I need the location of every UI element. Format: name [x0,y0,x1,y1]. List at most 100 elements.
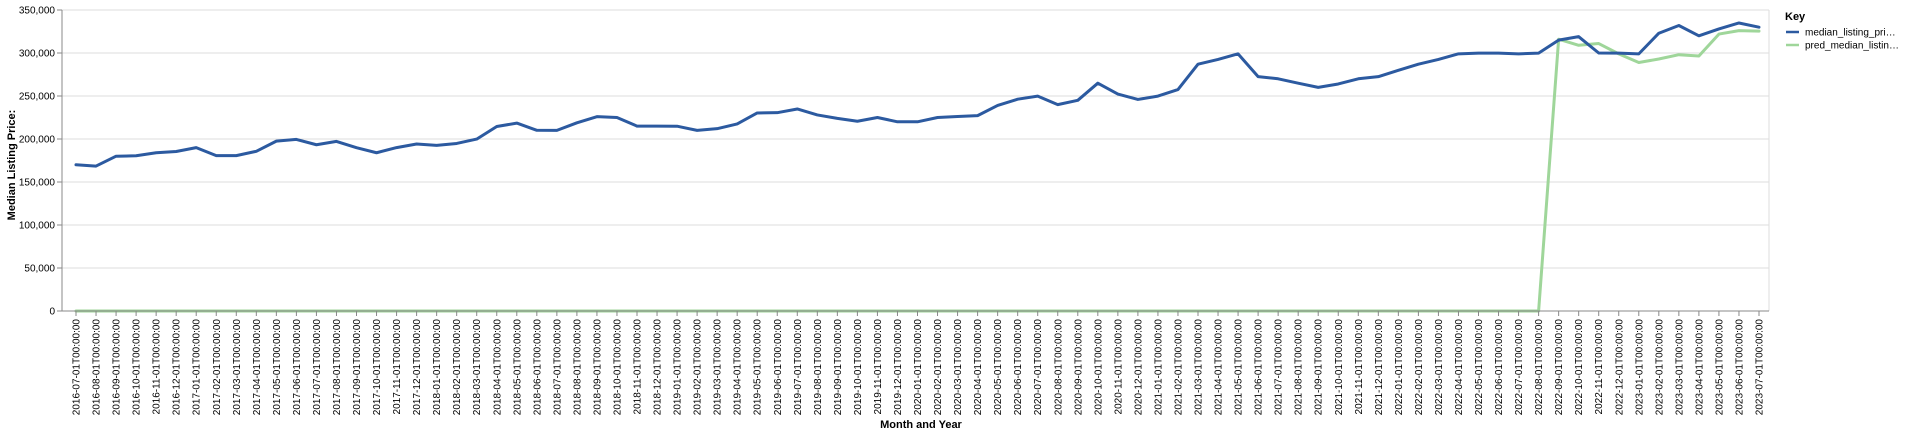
x-tick-label: 2017-11-01T00:00:00 [392,319,403,415]
y-tick-label: 150,000 [19,178,56,189]
y-axis-title: Median Listing Price: [6,110,18,221]
x-tick-label: 2023-01-01T00:00:00 [1634,319,1645,416]
x-tick-label: 2016-10-01T00:00:00 [132,319,143,416]
x-tick-label: 2018-03-01T00:00:00 [472,319,483,416]
x-tick-label: 2022-12-01T00:00:00 [1614,319,1625,416]
x-tick-label: 2022-01-01T00:00:00 [1394,319,1405,416]
x-tick-label: 2022-10-01T00:00:00 [1574,319,1585,416]
x-tick-label: 2020-11-01T00:00:00 [1113,319,1124,415]
x-tick-label: 2020-10-01T00:00:00 [1093,319,1104,416]
x-tick-label: 2021-05-01T00:00:00 [1234,319,1245,416]
x-tick-label: 2020-08-01T00:00:00 [1053,319,1064,416]
x-tick-label: 2016-08-01T00:00:00 [92,319,103,416]
x-tick-label: 2021-09-01T00:00:00 [1314,319,1325,416]
x-tick-label: 2018-11-01T00:00:00 [633,319,644,415]
x-tick-label: 2019-10-01T00:00:00 [853,319,864,416]
x-tick-label: 2023-02-01T00:00:00 [1654,319,1665,416]
x-tick-label: 2020-05-01T00:00:00 [993,319,1004,416]
series-line-pred-median-listing-price [74,29,1761,313]
x-tick-label: 2022-06-01T00:00:00 [1494,319,1505,416]
series-line-median-listing-price [74,21,1761,168]
x-tick-label: 2017-08-01T00:00:00 [332,319,343,416]
x-tick-label: 2017-02-01T00:00:00 [212,319,223,416]
y-tick-label: 100,000 [19,221,56,232]
x-tick-label: 2017-06-01T00:00:00 [292,319,303,416]
x-tick-label: 2018-07-01T00:00:00 [552,319,563,416]
x-tick-label: 2018-05-01T00:00:00 [512,319,523,416]
gridlines [62,9,1770,312]
x-tick-label: 2021-07-01T00:00:00 [1274,319,1285,416]
x-tick-label: 2019-12-01T00:00:00 [893,319,904,416]
x-tick-label: 2020-03-01T00:00:00 [953,319,964,416]
x-tick-label: 2019-03-01T00:00:00 [713,319,724,416]
x-tick-label: 2016-12-01T00:00:00 [172,319,183,416]
x-tick-label: 2019-01-01T00:00:00 [673,319,684,416]
x-tick-label: 2019-06-01T00:00:00 [773,319,784,416]
legend-label: median_listing_pri… [1805,28,1896,39]
x-tick-label: 2022-02-01T00:00:00 [1414,319,1425,416]
x-tick-label: 2021-01-01T00:00:00 [1153,319,1164,416]
y-tick-label: 350,000 [19,6,56,17]
x-tick-label: 2020-09-01T00:00:00 [1073,319,1084,416]
legend-label: pred_median_listin… [1805,41,1899,52]
x-tick-label: 2016-07-01T00:00:00 [72,319,83,416]
x-tick-label: 2018-04-01T00:00:00 [492,319,503,416]
x-tick-label: 2019-05-01T00:00:00 [753,319,764,416]
y-tick-label: 50,000 [24,264,55,275]
x-tick-label: 2023-04-01T00:00:00 [1694,319,1705,416]
x-tick-label: 2016-11-01T00:00:00 [152,319,163,415]
x-tick-label: 2018-01-01T00:00:00 [432,319,443,416]
legend: Key median_listing_pri… pred_median_listi… [1785,11,1899,52]
x-tick-label: 2022-03-01T00:00:00 [1434,319,1445,416]
legend-title: Key [1785,11,1806,23]
x-tick-label: 2022-09-01T00:00:00 [1554,319,1565,416]
x-tick-label: 2019-07-01T00:00:00 [793,319,804,416]
x-tick-label: 2022-04-01T00:00:00 [1454,319,1465,416]
x-tick-label: 2022-07-01T00:00:00 [1514,319,1525,416]
x-tick-label: 2017-01-01T00:00:00 [192,319,203,416]
x-tick-label: 2019-08-01T00:00:00 [813,319,824,416]
x-tick-label: 2020-01-01T00:00:00 [913,319,924,416]
x-tick-label: 2017-07-01T00:00:00 [312,319,323,416]
x-tick-label: 2022-11-01T00:00:00 [1594,319,1605,415]
x-tick-label: 2021-06-01T00:00:00 [1254,319,1265,416]
x-tick-label: 2019-11-01T00:00:00 [873,319,884,415]
x-tick-label: 2017-10-01T00:00:00 [372,319,383,416]
x-tick-label: 2018-08-01T00:00:00 [572,319,583,416]
x-tick-label: 2023-07-01T00:00:00 [1755,319,1766,416]
x-tick-label: 2022-08-01T00:00:00 [1534,319,1545,416]
x-tick-label: 2020-06-01T00:00:00 [1013,319,1024,416]
x-tick-label: 2018-02-01T00:00:00 [452,319,463,416]
x-tick-label: 2018-12-01T00:00:00 [653,319,664,416]
x-tick-label: 2020-07-01T00:00:00 [1033,319,1044,416]
x-tick-label: 2022-05-01T00:00:00 [1474,319,1485,416]
x-tick-label: 2017-03-01T00:00:00 [232,319,243,416]
legend-items: median_listing_pri… pred_median_listin… [1786,28,1899,52]
x-tick-label: 2020-12-01T00:00:00 [1133,319,1144,416]
x-tick-label: 2023-06-01T00:00:00 [1734,319,1745,416]
x-tick-label: 2023-03-01T00:00:00 [1674,319,1685,416]
x-tick-label: 2021-10-01T00:00:00 [1334,319,1345,416]
x-tick-label: 2020-02-01T00:00:00 [933,319,944,416]
x-tick-label: 2021-12-01T00:00:00 [1374,319,1385,416]
y-tick-label: 200,000 [19,135,56,146]
y-tick-label: 250,000 [19,92,56,103]
x-tick-label: 2021-11-01T00:00:00 [1354,319,1365,415]
x-tick-label: 2021-03-01T00:00:00 [1194,319,1205,416]
x-tick-label: 2017-09-01T00:00:00 [352,319,363,416]
y-tick-label: 0 [49,307,55,318]
x-tick-label: 2017-05-01T00:00:00 [272,319,283,416]
x-tick-label: 2017-04-01T00:00:00 [252,319,263,416]
x-tick-label: 2017-12-01T00:00:00 [412,319,423,416]
axes: 0 50,000 100,000 150,000 200,000 250,000 300,0… [19,6,1769,416]
x-tick-label: 2016-09-01T00:00:00 [112,319,123,416]
x-tick-label: 2018-09-01T00:00:00 [592,319,603,416]
x-tick-label: 2021-02-01T00:00:00 [1173,319,1184,416]
x-tick-label: 2019-02-01T00:00:00 [693,319,704,416]
x-axis-title: Month and Year [880,419,962,431]
x-tick-label: 2018-10-01T00:00:00 [612,319,623,416]
y-tick-label: 300,000 [19,49,56,60]
x-tick-label: 2021-04-01T00:00:00 [1214,319,1225,416]
